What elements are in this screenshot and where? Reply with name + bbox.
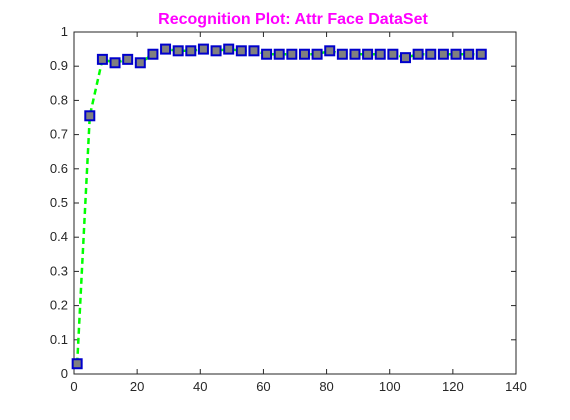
- data-point: [387, 48, 399, 60]
- y-tick-label: 0.3: [50, 263, 68, 278]
- axes-box: [73, 31, 517, 375]
- data-point: [223, 43, 235, 55]
- data-point: [160, 43, 172, 55]
- y-tick-label: 0.9: [50, 58, 68, 73]
- data-point: [273, 48, 285, 60]
- x-tick-label: 80: [319, 379, 333, 394]
- data-point: [197, 43, 209, 55]
- y-tick-label: 0.6: [50, 161, 68, 176]
- data-point: [210, 45, 222, 57]
- x-tick-label: 20: [130, 379, 144, 394]
- data-point: [463, 48, 475, 60]
- data-point: [400, 52, 411, 64]
- data-point: [324, 45, 336, 57]
- data-point: [475, 48, 487, 60]
- data-point: [235, 45, 247, 57]
- y-tick-label: 0.2: [50, 298, 68, 313]
- data-point: [147, 48, 159, 60]
- x-tick-label: 140: [505, 379, 527, 394]
- y-tick-label: 0.8: [50, 92, 68, 107]
- data-point: [286, 48, 298, 60]
- chart-title: Recognition Plot: Attr Face DataSet: [158, 11, 428, 28]
- x-tick-label: 120: [442, 379, 464, 394]
- data-point: [122, 53, 134, 65]
- data-point: [134, 57, 146, 69]
- data-point: [84, 110, 96, 122]
- data-point: [412, 48, 424, 60]
- data-point: [349, 48, 361, 60]
- data-point: [71, 358, 83, 370]
- y-tick-label: 0: [61, 366, 68, 381]
- x-tick-label: 60: [256, 379, 270, 394]
- data-point: [96, 53, 108, 65]
- data-point: [248, 45, 260, 57]
- x-tick-label: 40: [193, 379, 207, 394]
- data-point: [261, 48, 273, 60]
- data-point: [185, 45, 197, 57]
- data-point: [362, 48, 374, 60]
- data-point: [437, 48, 449, 60]
- y-tick-label: 0.4: [50, 229, 68, 244]
- data-point: [109, 57, 121, 69]
- x-tick-label: 100: [379, 379, 401, 394]
- data-point: [425, 48, 437, 60]
- plot-area: 0 20 40 60 80 100 120 140 0 0.1 0.2 0.3 0.4 0.5 0.6 0.7…: [50, 24, 527, 394]
- data-point: [311, 48, 323, 60]
- y-tick-label: 0.5: [50, 195, 68, 210]
- x-tick-label: 0: [70, 379, 77, 394]
- y-tick-label: 1: [61, 24, 68, 39]
- data-point: [374, 48, 386, 60]
- data-point: [450, 48, 462, 60]
- data-point: [172, 45, 184, 57]
- data-point: [298, 48, 310, 60]
- data-point: [336, 48, 348, 60]
- y-tick-label: 0.7: [50, 127, 68, 142]
- y-tick-label: 0.1: [50, 332, 68, 347]
